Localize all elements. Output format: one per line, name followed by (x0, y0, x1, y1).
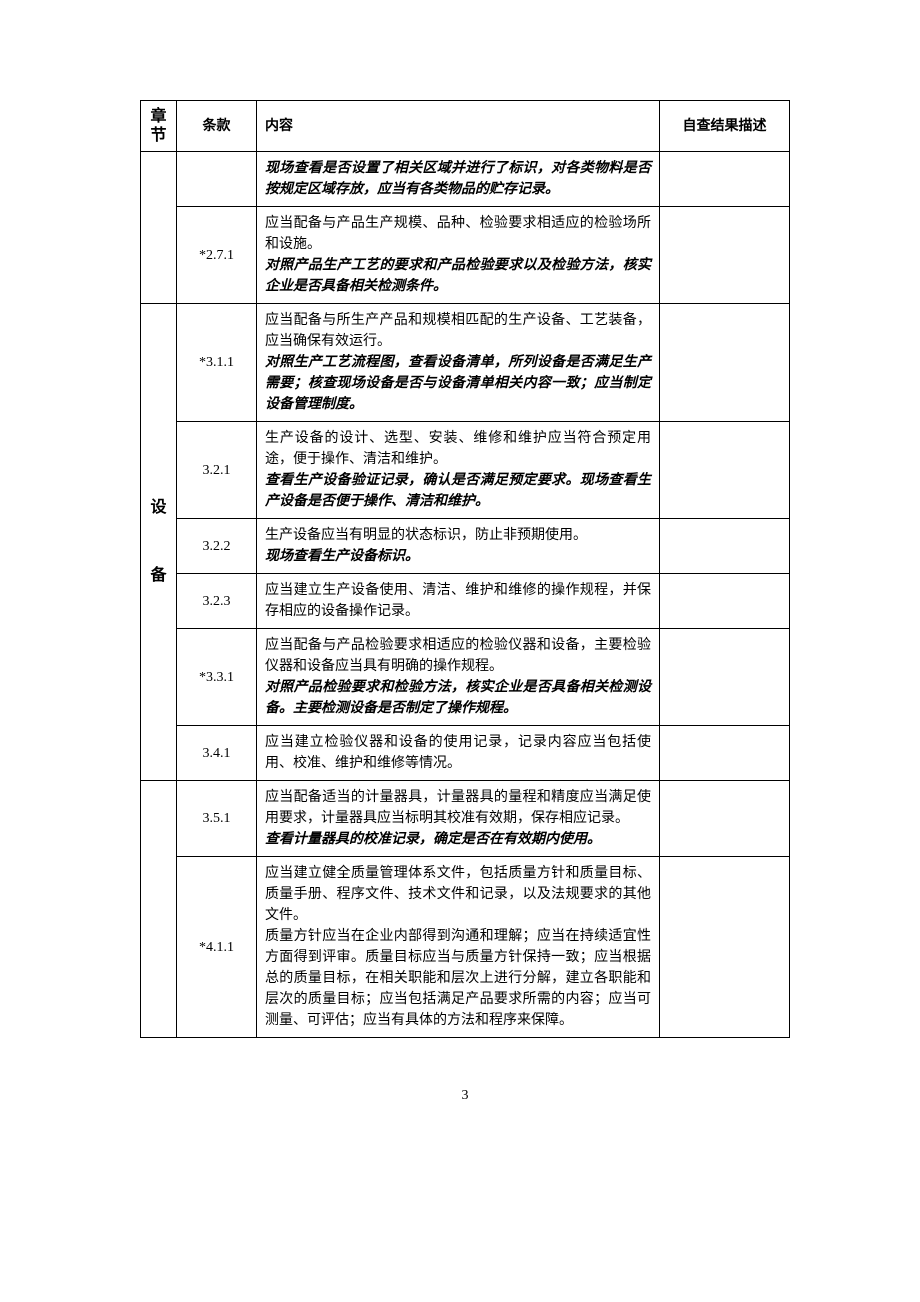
content-cell: 生产设备的设计、选型、安装、维修和维护应当符合预定用途，便于操作、清洁和维护。 … (257, 422, 660, 519)
chapter-cell (141, 152, 177, 304)
clause-cell: 3.5.1 (177, 781, 257, 857)
table-row: *3.3.1 应当配备与产品检验要求相适应的检验仪器和设备，主要检验仪器和设备应… (141, 629, 790, 726)
clause-cell: *3.3.1 (177, 629, 257, 726)
header-chapter: 章 节 (141, 101, 177, 152)
content-italic: 现场查看生产设备标识。 (265, 549, 419, 564)
result-cell (660, 781, 790, 857)
result-cell (660, 726, 790, 781)
content-cell: 应当配备与产品检验要求相适应的检验仪器和设备，主要检验仪器和设备应当具有明确的操… (257, 629, 660, 726)
result-cell (660, 629, 790, 726)
result-cell (660, 152, 790, 207)
content-normal: 生产设备应当有明显的状态标识，防止非预期使用。 (265, 528, 587, 543)
result-cell (660, 857, 790, 1038)
content-normal: 应当建立生产设备使用、清洁、维护和维修的操作规程，并保存相应的设备操作记录。 (265, 583, 651, 619)
content-italic: 对照产品检验要求和检验方法，核实企业是否具备相关检测设备。主要检测设备是否制定了… (265, 680, 651, 716)
table-row: 3.2.1 生产设备的设计、选型、安装、维修和维护应当符合预定用途，便于操作、清… (141, 422, 790, 519)
content-cell: 应当建立生产设备使用、清洁、维护和维修的操作规程，并保存相应的设备操作记录。 (257, 574, 660, 629)
clause-cell: 3.2.2 (177, 519, 257, 574)
result-cell (660, 422, 790, 519)
content-cell: 应当配备与产品生产规模、品种、检验要求相适应的检验场所和设施。 对照产品生产工艺… (257, 207, 660, 304)
content-cell: 现场查看是否设置了相关区域并进行了标识，对各类物料是否按规定区域存放，应当有各类… (257, 152, 660, 207)
content-normal: 应当配备与产品生产规模、品种、检验要求相适应的检验场所和设施。 (265, 216, 651, 252)
content-normal: 生产设备的设计、选型、安装、维修和维护应当符合预定用途，便于操作、清洁和维护。 (265, 431, 651, 467)
table-row: 3.2.2 生产设备应当有明显的状态标识，防止非预期使用。 现场查看生产设备标识… (141, 519, 790, 574)
clause-cell: *2.7.1 (177, 207, 257, 304)
table-row: 3.5.1 应当配备适当的计量器具，计量器具的量程和精度应当满足使用要求，计量器… (141, 781, 790, 857)
content-italic: 查看生产设备验证记录，确认是否满足预定要求。现场查看生产设备是否便于操作、清洁和… (265, 473, 651, 509)
content-cell: 应当建立健全质量管理体系文件，包括质量方针和质量目标、质量手册、程序文件、技术文… (257, 857, 660, 1038)
inspection-table: 章 节 条款 内容 自查结果描述 现场查看是否设置了相关区域并进行了标识，对各类… (140, 100, 790, 1038)
content-cell: 生产设备应当有明显的状态标识，防止非预期使用。 现场查看生产设备标识。 (257, 519, 660, 574)
content-italic: 现场查看是否设置了相关区域并进行了标识，对各类物料是否按规定区域存放，应当有各类… (265, 161, 651, 197)
clause-cell: *3.1.1 (177, 304, 257, 422)
table-row: 3.4.1 应当建立检验仪器和设备的使用记录，记录内容应当包括使用、校准、维护和… (141, 726, 790, 781)
clause-cell: *4.1.1 (177, 857, 257, 1038)
content-italic: 对照产品生产工艺的要求和产品检验要求以及检验方法，核实企业是否具备相关检测条件。 (265, 258, 651, 294)
header-result: 自查结果描述 (660, 101, 790, 152)
clause-cell: 3.2.1 (177, 422, 257, 519)
page-number: 3 (140, 1088, 790, 1104)
content-italic: 查看计量器具的校准记录，确定是否在有效期内使用。 (265, 832, 601, 847)
content-cell: 应当配备与所生产产品和规模相匹配的生产设备、工艺装备，应当确保有效运行。 对照生… (257, 304, 660, 422)
clause-cell (177, 152, 257, 207)
header-clause: 条款 (177, 101, 257, 152)
table-header-row: 章 节 条款 内容 自查结果描述 (141, 101, 790, 152)
result-cell (660, 304, 790, 422)
table-row: 设备 *3.1.1 应当配备与所生产产品和规模相匹配的生产设备、工艺装备，应当确… (141, 304, 790, 422)
result-cell (660, 519, 790, 574)
table-row: *4.1.1 应当建立健全质量管理体系文件，包括质量方针和质量目标、质量手册、程… (141, 857, 790, 1038)
clause-cell: 3.4.1 (177, 726, 257, 781)
content-normal: 应当建立检验仪器和设备的使用记录，记录内容应当包括使用、校准、维护和维修等情况。 (265, 735, 651, 771)
result-cell (660, 574, 790, 629)
content-cell: 应当建立检验仪器和设备的使用记录，记录内容应当包括使用、校准、维护和维修等情况。 (257, 726, 660, 781)
clause-cell: 3.2.3 (177, 574, 257, 629)
content-normal: 应当配备与所生产产品和规模相匹配的生产设备、工艺装备，应当确保有效运行。 (265, 313, 651, 349)
table-row: 3.2.3 应当建立生产设备使用、清洁、维护和维修的操作规程，并保存相应的设备操… (141, 574, 790, 629)
content-italic: 对照生产工艺流程图，查看设备清单，所列设备是否满足生产需要；核查现场设备是否与设… (265, 355, 651, 412)
content-normal: 应当建立健全质量管理体系文件，包括质量方针和质量目标、质量手册、程序文件、技术文… (265, 866, 651, 1028)
table-row: 现场查看是否设置了相关区域并进行了标识，对各类物料是否按规定区域存放，应当有各类… (141, 152, 790, 207)
content-normal: 应当配备适当的计量器具，计量器具的量程和精度应当满足使用要求，计量器具应当标明其… (265, 790, 651, 826)
header-content: 内容 (257, 101, 660, 152)
chapter-cell (141, 781, 177, 1038)
table-body: 现场查看是否设置了相关区域并进行了标识，对各类物料是否按规定区域存放，应当有各类… (141, 152, 790, 1038)
result-cell (660, 207, 790, 304)
content-normal: 应当配备与产品检验要求相适应的检验仪器和设备，主要检验仪器和设备应当具有明确的操… (265, 638, 651, 674)
table-row: *2.7.1 应当配备与产品生产规模、品种、检验要求相适应的检验场所和设施。 对… (141, 207, 790, 304)
content-cell: 应当配备适当的计量器具，计量器具的量程和精度应当满足使用要求，计量器具应当标明其… (257, 781, 660, 857)
chapter-cell: 设备 (141, 304, 177, 781)
